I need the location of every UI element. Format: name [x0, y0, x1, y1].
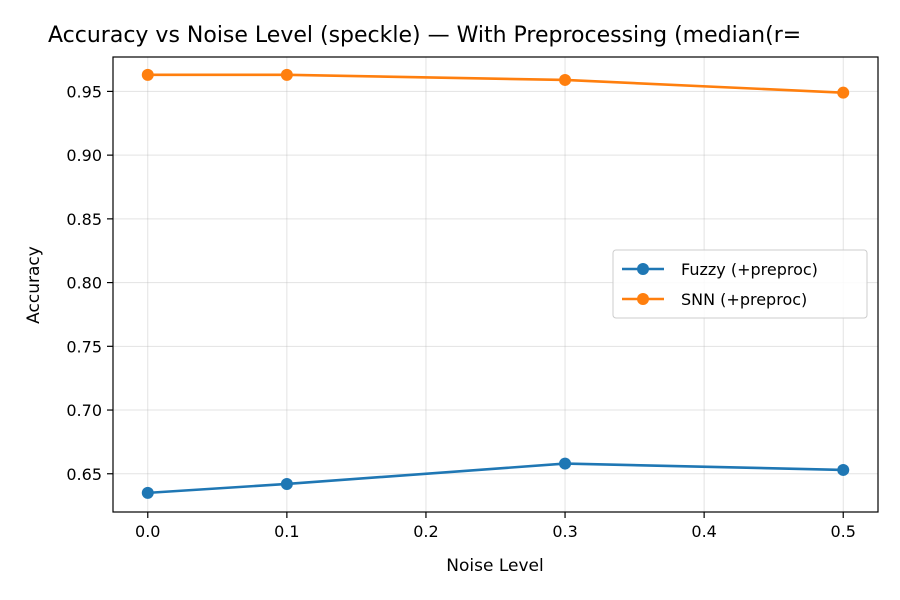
x-tick-label: 0.2 [413, 522, 438, 541]
legend-label: SNN (+preproc) [681, 290, 807, 309]
data-point [280, 68, 293, 81]
y-tick-label: 0.85 [66, 210, 102, 229]
legend-label: Fuzzy (+preproc) [681, 260, 818, 279]
x-tick-label: 0.5 [831, 522, 856, 541]
data-point [837, 86, 850, 99]
y-tick-label: 0.75 [66, 337, 102, 356]
data-point [837, 463, 850, 476]
y-tick-label: 0.80 [66, 274, 102, 293]
x-tick-label: 0.0 [135, 522, 160, 541]
series-layer [141, 68, 850, 499]
data-point [280, 477, 293, 490]
tick-layer: 0.0 0.1 0.2 0.3 0.4 0.5 0.65 0.70 0.75 0.80 0.85 0.… [66, 82, 856, 541]
y-tick-label: 0.95 [66, 82, 102, 101]
series-line-1 [147, 73, 844, 94]
chart-title: Accuracy vs Noise Level (speckle) — With… [48, 23, 801, 48]
y-tick-label: 0.65 [66, 465, 102, 484]
data-point [559, 73, 572, 86]
x-tick-label: 0.3 [552, 522, 577, 541]
legend-box [612, 249, 868, 319]
legend: Fuzzy (+preproc) SNN (+preproc) [612, 249, 868, 319]
data-point [141, 68, 154, 81]
legend-marker [637, 263, 649, 275]
x-tick-label: 0.1 [274, 522, 299, 541]
x-tick-label: 0.4 [691, 522, 716, 541]
data-point [141, 486, 154, 499]
y-tick-label: 0.90 [66, 146, 102, 165]
legend-marker [637, 293, 649, 305]
y-axis-label: Accuracy [24, 246, 44, 324]
data-point [559, 457, 572, 470]
y-tick-label: 0.70 [66, 401, 102, 420]
series-line-0 [147, 462, 844, 495]
x-axis-label: Noise Level [446, 556, 543, 576]
plot-frame [112, 56, 879, 513]
